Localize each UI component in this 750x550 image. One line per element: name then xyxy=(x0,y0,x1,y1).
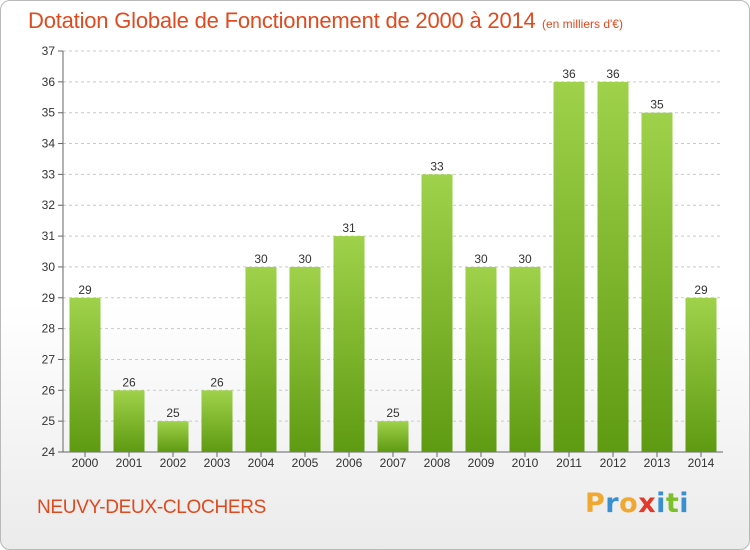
bar xyxy=(245,266,277,452)
bar-value-label: 33 xyxy=(430,159,444,173)
y-tick-label: 37 xyxy=(42,44,56,58)
x-tick-label: 2004 xyxy=(248,456,275,470)
bar-value-label: 30 xyxy=(518,252,532,266)
x-tick-label: 2009 xyxy=(468,456,495,470)
y-tick-label: 28 xyxy=(42,322,56,336)
y-tick-label: 36 xyxy=(42,75,56,89)
x-tick-label: 2014 xyxy=(688,456,715,470)
logo-letter: r xyxy=(605,488,620,519)
bar xyxy=(597,81,629,452)
y-tick-label: 35 xyxy=(42,106,56,120)
x-tick-label: 2007 xyxy=(380,456,407,470)
bar-value-label: 36 xyxy=(562,67,576,81)
bar-value-label: 30 xyxy=(254,252,268,266)
bar xyxy=(377,421,409,452)
bar-value-label: 30 xyxy=(474,252,488,266)
chart-subtitle: (en milliers d'€) xyxy=(542,17,623,31)
bar-value-label: 26 xyxy=(122,375,136,389)
bar xyxy=(201,390,233,452)
bar-value-label: 26 xyxy=(210,375,224,389)
logo-letter: i xyxy=(679,488,690,519)
y-tick-label: 31 xyxy=(42,229,56,243)
x-tick-label: 2011 xyxy=(556,456,582,470)
bar xyxy=(465,266,497,452)
x-tick-label: 2000 xyxy=(72,456,99,470)
bar xyxy=(421,174,453,452)
bar-value-label: 29 xyxy=(694,283,708,297)
x-tick-label: 2010 xyxy=(512,456,539,470)
bar xyxy=(113,390,145,452)
chart-title: Dotation Globale de Fonctionnement de 20… xyxy=(28,8,536,33)
x-tick-label: 2006 xyxy=(336,456,363,470)
bar-value-label: 35 xyxy=(650,98,664,112)
bar xyxy=(157,421,189,452)
logo-letter: t xyxy=(665,488,680,519)
logo-letter: i xyxy=(656,488,666,519)
x-tick-label: 2013 xyxy=(644,456,671,470)
bar-value-label: 31 xyxy=(342,221,356,235)
commune-name: NEUVY-DEUX-CLOCHERS xyxy=(37,497,267,518)
y-tick-label: 34 xyxy=(42,137,56,151)
bar-value-label: 29 xyxy=(78,283,92,297)
bar-value-label: 25 xyxy=(386,406,400,420)
bar xyxy=(509,266,541,452)
labels: 24 25 26 27 28 29 30 31 32 33 34 35 36 37 29 2000 26 2001… xyxy=(42,44,715,470)
y-tick-label: 33 xyxy=(42,167,56,181)
bar-value-label: 30 xyxy=(298,252,312,266)
bars xyxy=(69,81,717,452)
x-tick-label: 2012 xyxy=(600,456,627,470)
y-tick-label: 26 xyxy=(42,383,56,397)
y-tick-label: 32 xyxy=(42,198,56,212)
x-tick-label: 2002 xyxy=(160,456,187,470)
bar xyxy=(289,266,321,452)
x-tick-label: 2008 xyxy=(424,456,451,470)
bar-value-label: 36 xyxy=(606,67,620,81)
logo-letter: x xyxy=(638,488,657,519)
logo-letter: o xyxy=(619,488,639,519)
bar xyxy=(641,112,673,452)
bar xyxy=(685,297,717,452)
y-tick-label: 24 xyxy=(42,445,56,459)
y-tick-label: 25 xyxy=(42,414,56,428)
bar xyxy=(333,236,365,452)
y-tick-label: 30 xyxy=(42,260,56,274)
logo-letter: P xyxy=(585,488,606,519)
y-tick-label: 29 xyxy=(42,291,56,305)
bar xyxy=(553,81,585,452)
y-tick-label: 27 xyxy=(42,352,56,366)
bar xyxy=(69,297,101,452)
proxiti-logo: Proxiti xyxy=(585,488,689,519)
x-tick-label: 2005 xyxy=(292,456,319,470)
bar-value-label: 25 xyxy=(166,406,180,420)
x-tick-label: 2003 xyxy=(204,456,231,470)
x-tick-label: 2001 xyxy=(116,456,143,470)
